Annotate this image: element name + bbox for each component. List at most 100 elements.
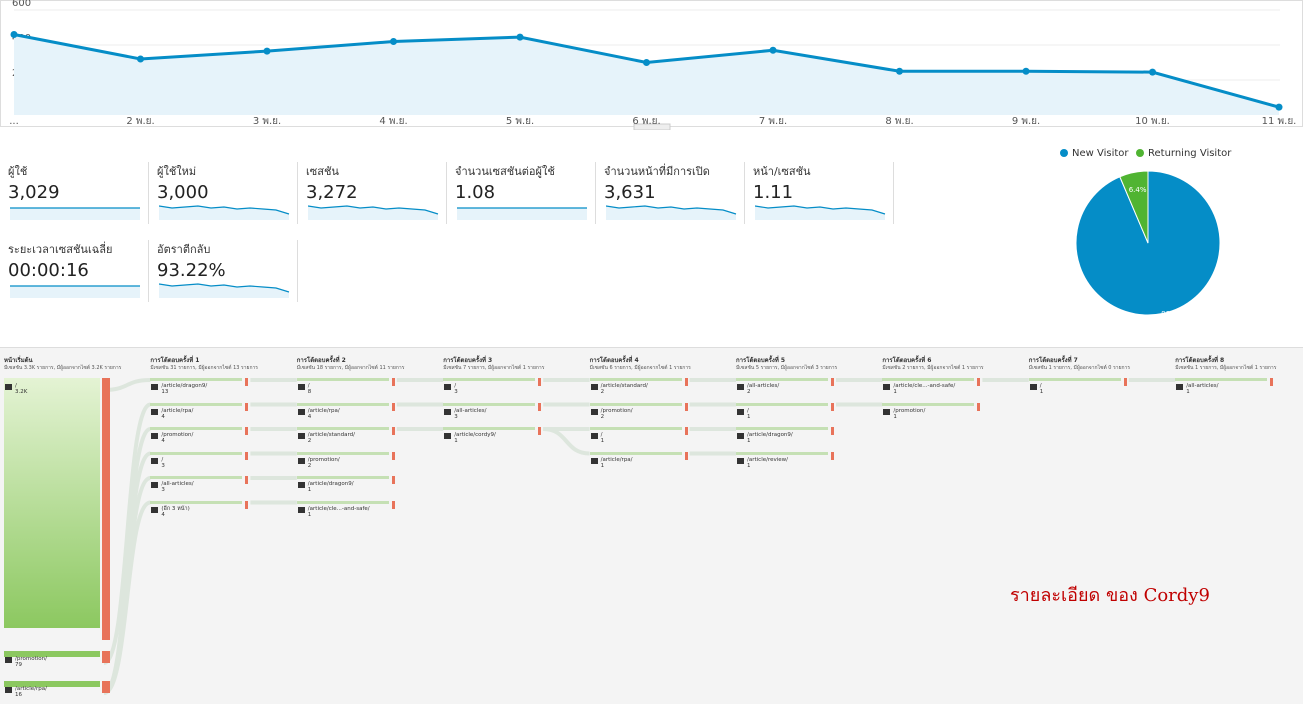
node-label: (อีก 3 หน้า) (161, 505, 190, 512)
node-count: 8 (307, 389, 312, 395)
flow-node: /3 (150, 451, 249, 469)
flow-node: /all-articles/3 (150, 476, 249, 493)
flow-node: /all-articles/3 (443, 402, 542, 420)
flow-node: /article/rpa/16 (4, 681, 110, 698)
page-icon (590, 433, 598, 439)
flow-node: /article/rpa/4 (150, 402, 249, 420)
node-text: /1 (1040, 383, 1044, 395)
flow-node: /3.2K (4, 378, 110, 640)
metric: อัตราตีกลับ 93.22% (157, 240, 298, 302)
sparkline (159, 283, 290, 298)
node-bar (1175, 378, 1268, 381)
flow-node: /article/review/1 (736, 451, 834, 469)
node-bar (882, 378, 975, 381)
node-text: /article/review/1 (747, 457, 788, 469)
node-bar (296, 476, 389, 479)
flow-node: /1 (589, 427, 688, 444)
x-tick-label: 3 พ.ย. (253, 116, 281, 127)
page-icon (444, 408, 452, 415)
node-count: 1 (600, 438, 605, 444)
exit-bar (538, 427, 542, 435)
node-label: / (15, 383, 17, 389)
metric-label: หน้า/เซสชัน (753, 165, 811, 178)
node-count: 3 (161, 462, 165, 469)
sparkline (755, 205, 886, 220)
exit-bar (831, 427, 834, 435)
metric: ผู้ใช้ใหม่ 3,000 (157, 162, 298, 224)
x-tick-label: ... (9, 116, 19, 127)
column-title: การโต้ตอบครั้งที่ 5 (736, 357, 786, 364)
metric-value: 93.22% (157, 260, 226, 281)
line-point (643, 59, 650, 66)
page-icon (151, 482, 159, 488)
node-label: /article/rpa/ (307, 407, 340, 414)
column-subtitle: มีเซสชัน 6 รายการ, มีผู้ออกจากไซต์ 1 ราย… (589, 365, 691, 371)
page-icon (590, 408, 598, 415)
node-bar (4, 681, 100, 687)
exit-bar (245, 451, 249, 460)
node-text: /article/cordy9/1 (454, 432, 496, 444)
flow-node: /article/rpa/1 (589, 451, 688, 469)
line-point (1022, 67, 1030, 75)
flow-link (103, 402, 152, 665)
flow-node: /all-articles/2 (736, 378, 834, 395)
flow-link (103, 500, 152, 695)
page-icon (5, 384, 12, 390)
node-bar (296, 427, 389, 430)
node-count: 2 (307, 438, 312, 444)
node-label: /article/dragon9/ (161, 383, 208, 389)
node-bar (736, 402, 828, 406)
node-count: 1 (893, 413, 897, 420)
page-icon (1176, 384, 1184, 390)
node-count: 1 (747, 413, 751, 420)
line-point (1149, 68, 1156, 76)
page-icon (297, 482, 305, 488)
node-bar (589, 427, 682, 430)
flow-node: /1 (1028, 378, 1127, 395)
column-subtitle: มีเซสชัน 1 รายการ, มีผู้ออกจากไซต์ 0 ราย… (1028, 365, 1131, 371)
flow-node: /promotion/2 (296, 451, 395, 469)
metric-value: 3,029 (8, 182, 60, 203)
legend-swatch (1060, 149, 1068, 157)
node-text: (อีก 3 หน้า) 4 (161, 506, 189, 518)
metric: ผู้ใช้ 3,029 (8, 162, 149, 224)
sparkline-area (308, 206, 438, 220)
metric-value: 1.11 (753, 182, 794, 203)
node-count: 1 (747, 462, 751, 469)
flow-node: /article/standard/2 (296, 427, 395, 444)
node-label: / (747, 407, 749, 414)
node-text: /article/rpa/4 (161, 408, 193, 420)
node-bar (736, 427, 828, 430)
page-icon (151, 506, 159, 513)
exit-bar (831, 378, 834, 386)
node-bar (1028, 378, 1121, 381)
page-icon (590, 384, 598, 390)
node-count: 1 (747, 438, 751, 444)
page-icon (1029, 384, 1037, 390)
node-text: /promotion/2 (308, 457, 340, 469)
exit-bar (684, 427, 688, 435)
legend-swatch (1136, 149, 1144, 157)
node-text: /article/dragon9/1 (747, 432, 793, 444)
sparkline (10, 285, 140, 298)
page-icon (297, 506, 305, 513)
metric: ระยะเวลาเซสชันเฉลี่ย 00:00:16 (8, 240, 149, 302)
line-point (896, 67, 903, 75)
exit-bar (245, 402, 249, 411)
column-title: การโต้ตอบครั้งที่ 2 (296, 357, 346, 364)
node-text: /article/rpa/1 (601, 457, 633, 469)
node-count: 2 (600, 413, 605, 420)
flow-links (103, 378, 1176, 695)
line-point (263, 47, 271, 55)
node-bar (150, 402, 243, 406)
metric-value: 1.08 (455, 182, 496, 203)
flow-node: /promotion/4 (150, 427, 249, 444)
node-label: /article/cle...-and-safe/ (307, 505, 370, 512)
flow-node: /promotion/2 (589, 402, 688, 420)
flow-node: /article/cle...-and-safe/1 (296, 500, 395, 518)
exit-bar (684, 378, 688, 386)
handle[interactable] (633, 123, 671, 130)
node-count: 3.2K (15, 389, 28, 395)
node-label: /promotion/ (893, 407, 926, 414)
node-text: /3 (454, 383, 458, 395)
